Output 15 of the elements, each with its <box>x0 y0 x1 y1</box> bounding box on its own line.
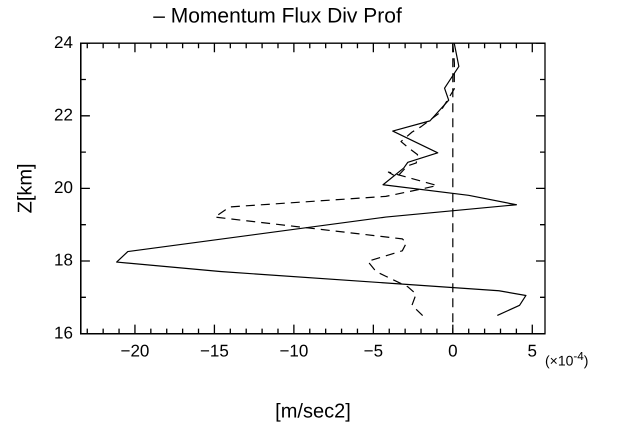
x-tick-label: −15 <box>200 341 229 360</box>
y-tick-label: 18 <box>54 250 73 270</box>
y-tick-label: 16 <box>54 323 73 342</box>
x-tick-label: −10 <box>279 341 308 360</box>
y-axis-title: Z[km] <box>14 163 37 214</box>
x-tick-label: −20 <box>120 341 150 360</box>
text: (×10$^{-4}$) <box>545 350 588 369</box>
y-tick-label: 22 <box>54 105 73 124</box>
x-tick-label: −5 <box>364 341 384 360</box>
y-tick-label: 24 <box>54 32 73 52</box>
x-axis-title: [m/sec2] <box>275 400 351 423</box>
y-tick-label: 20 <box>54 178 73 198</box>
x-tick-label: 0 <box>448 341 458 360</box>
x-tick-label: 5 <box>528 341 538 360</box>
chart-title: – Momentum Flux Div Prof <box>153 4 402 28</box>
